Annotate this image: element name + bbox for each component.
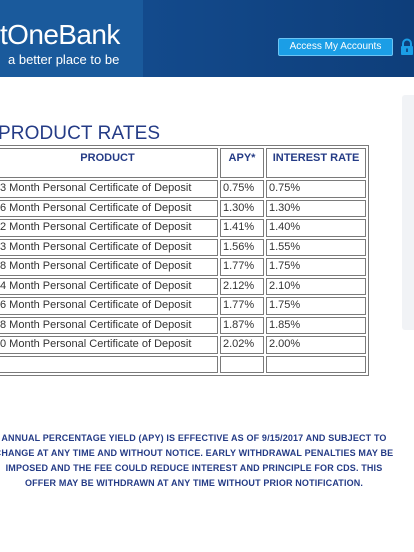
table-row: 3 Month Personal Certificate of Deposit … [0,180,366,198]
access-my-accounts-button[interactable]: Access My Accounts [278,38,393,56]
cell-product [0,355,218,373]
table-row-empty [0,355,366,373]
cell-apy: 1.87% [220,316,264,334]
cell-product: 8 Month Personal Certificate of Deposit [0,258,218,276]
table-row: 2 Month Personal Certificate of Deposit … [0,219,366,237]
cell-apy: 1.77% [220,297,264,315]
cell-apy: 1.41% [220,219,264,237]
cell-apy: 2.12% [220,277,264,295]
cell-product: 6 Month Personal Certificate of Deposit [0,199,218,217]
bank-logo[interactable]: tOneBank a better place to be [0,0,143,77]
cell-apy: 1.77% [220,258,264,276]
logo-text: tOneBank [0,19,120,50]
cell-apy: 1.56% [220,238,264,256]
cell-rate: 1.75% [266,258,366,276]
cell-apy: 0.75% [220,180,264,198]
cell-apy [220,355,264,373]
table-row: 0 Month Personal Certificate of Deposit … [0,336,366,354]
table-row: 4 Month Personal Certificate of Deposit … [0,277,366,295]
cell-apy: 2.02% [220,336,264,354]
cell-product: 0 Month Personal Certificate of Deposit [0,336,218,354]
cell-product: 8 Month Personal Certificate of Deposit [0,316,218,334]
cell-rate: 2.10% [266,277,366,295]
cell-apy: 1.30% [220,199,264,217]
logo-tagline: a better place to be [8,52,120,67]
cell-rate: 1.40% [266,219,366,237]
table-row: 3 Month Personal Certificate of Deposit … [0,238,366,256]
header-apy: APY* [220,148,264,178]
site-header: tOneBank a better place to be Access My … [0,0,414,77]
cell-product: 2 Month Personal Certificate of Deposit [0,219,218,237]
header-product: PRODUCT [0,148,218,178]
product-rates-table: PRODUCT APY* INTEREST RATE 3 Month Perso… [0,145,369,376]
table-row: 8 Month Personal Certificate of Deposit … [0,258,366,276]
cell-rate: 0.75% [266,180,366,198]
rates-disclaimer: ANNUAL PERCENTAGE YIELD (APY) IS EFFECTI… [0,433,394,488]
cell-rate: 2.00% [266,336,366,354]
cell-rate: 1.30% [266,199,366,217]
cell-product: 3 Month Personal Certificate of Deposit [0,238,218,256]
cell-rate [266,355,366,373]
cell-product: 6 Month Personal Certificate of Deposit [0,297,218,315]
side-panel [402,95,414,330]
table-row: 6 Month Personal Certificate of Deposit … [0,199,366,217]
header-interest-rate: INTEREST RATE [266,148,366,178]
table-row: 8 Month Personal Certificate of Deposit … [0,316,366,334]
cell-rate: 1.85% [266,316,366,334]
cell-product: 3 Month Personal Certificate of Deposit [0,180,218,198]
table-row: 6 Month Personal Certificate of Deposit … [0,297,366,315]
cell-rate: 1.75% [266,297,366,315]
cell-rate: 1.55% [266,238,366,256]
page-title: PRODUCT RATES [0,123,161,144]
cell-product: 4 Month Personal Certificate of Deposit [0,277,218,295]
lock-icon[interactable] [400,38,414,56]
table-header-row: PRODUCT APY* INTEREST RATE [0,148,366,178]
